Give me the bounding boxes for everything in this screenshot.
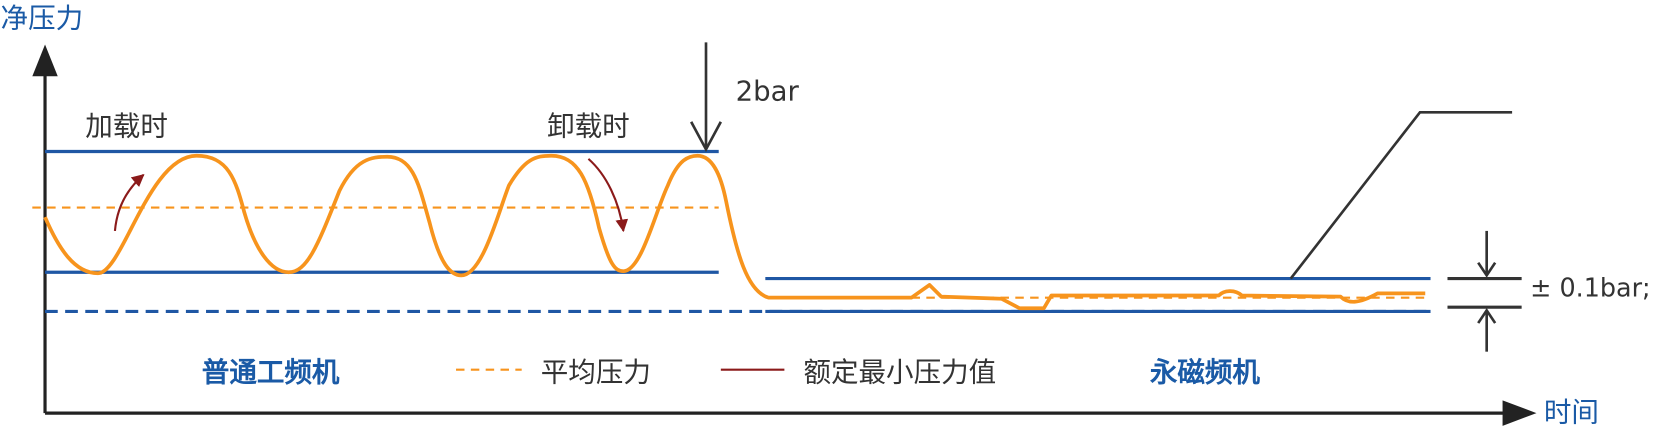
x-axis-arrow <box>1502 400 1537 426</box>
band-label: 2bar <box>736 76 800 108</box>
unloading-arrow <box>587 158 629 233</box>
y-axis-arrow <box>32 44 58 77</box>
pressure-curve <box>43 153 1426 311</box>
ramp-line <box>1289 110 1513 280</box>
tolerance-arrow-down-head <box>1477 261 1497 278</box>
tolerance-arrow-up-head <box>1477 307 1497 324</box>
loading-arrow <box>113 173 145 232</box>
loading-label: 加载时 <box>85 111 168 143</box>
x-axis-label: 时间 <box>1544 397 1599 429</box>
legend-label: 额定最小压力值 <box>803 356 996 388</box>
y-axis-label: 净压力 <box>1 3 84 35</box>
unloading-label: 卸载时 <box>547 111 630 143</box>
band-arrow-head <box>690 121 723 153</box>
conventional-label: 普通工频机 <box>202 356 340 388</box>
tolerance-label: ± 0.1bar; <box>1530 273 1650 303</box>
pm-label: 永磁频机 <box>1149 356 1261 388</box>
legend-label: 平均压力 <box>541 356 651 388</box>
